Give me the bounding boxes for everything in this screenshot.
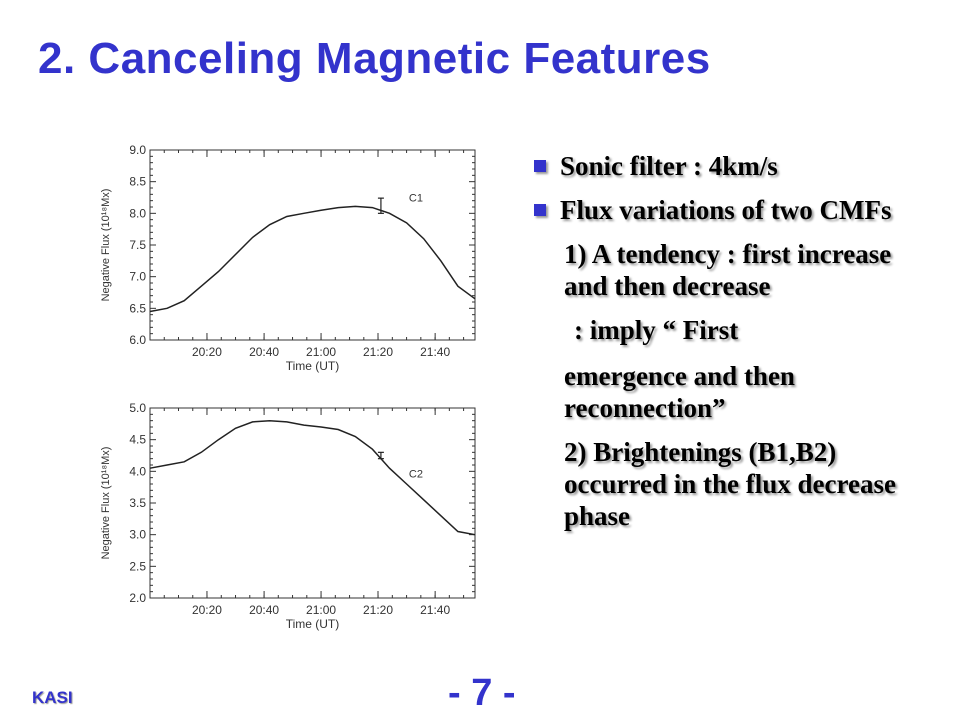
paragraph: 1) A tendency : first increase and then … <box>564 239 892 301</box>
y-tick-label: 4.5 <box>129 433 146 447</box>
curve-label: C1 <box>409 193 423 205</box>
y-axis-label: Negative Flux (10¹⁸Mx) <box>100 447 112 560</box>
paragraph: 2) Brightenings (B1,B2) occurred in the … <box>564 437 896 531</box>
y-tick-label: 4.0 <box>129 464 146 478</box>
bullet-text: Sonic filter : 4km/s <box>560 151 778 181</box>
bullet-item: Flux variations of two CMFs <box>530 194 940 226</box>
flux-chart-c2-svg: 2.0 2.5 3.0 3.5 4.0 4.5 5.0 20:20 20:40 21:00 21:2… <box>100 401 476 631</box>
x-axis-label: Time (UT) <box>286 359 340 373</box>
bullet-square-icon <box>534 204 546 216</box>
y-tick-label: 7.5 <box>129 238 146 252</box>
y-tick-label: 6.0 <box>129 333 146 347</box>
y-tick-label: 2.0 <box>129 591 146 605</box>
flux-chart-c1-svg: 6.0 6.5 7.0 7.5 8.0 8.5 9.0 20:20 20:40 21:00 21:2… <box>100 143 476 373</box>
x-tick-label: 21:00 <box>306 603 336 617</box>
flux-chart-c2: 2.0 2.5 3.0 3.5 4.0 4.5 5.0 20:20 20:40 21:00 21:2… <box>95 400 485 645</box>
x-tick-label: 20:40 <box>249 603 279 617</box>
x-tick-label: 20:20 <box>192 603 222 617</box>
flux-series-line <box>149 205 476 313</box>
y-tick-label: 9.0 <box>129 143 146 157</box>
x-tick-label: 21:20 <box>363 603 393 617</box>
paragraph: : imply “ First <box>574 315 739 345</box>
y-tick-label: 8.0 <box>129 206 146 220</box>
plot-frame <box>149 149 476 341</box>
x-tick-label: 20:20 <box>192 345 222 359</box>
flux-series-line <box>149 419 476 536</box>
y-tick-label: 8.5 <box>129 175 146 189</box>
footer-logo-text: KASI <box>32 688 73 707</box>
bullet-square-icon <box>534 160 546 172</box>
x-tick-label: 21:40 <box>420 603 450 617</box>
y-tick-label: 7.0 <box>129 270 146 284</box>
curve-label: C2 <box>409 469 423 481</box>
page-number: - 7 - <box>448 672 516 714</box>
bullet-text: Flux variations of two CMFs <box>560 195 892 225</box>
x-tick-label: 21:20 <box>363 345 393 359</box>
bullet-item: Sonic filter : 4km/s <box>530 150 940 182</box>
paragraph: emergence and then reconnection” <box>564 361 795 423</box>
x-tick-label: 21:40 <box>420 345 450 359</box>
y-tick-label: 3.0 <box>129 528 146 542</box>
y-tick-label: 2.5 <box>129 559 146 573</box>
x-tick-label: 20:40 <box>249 345 279 359</box>
x-tick-label: 21:00 <box>306 345 336 359</box>
slide-title: 2. Canceling Magnetic Features <box>38 34 711 83</box>
bullet-list: Sonic filter : 4km/s Flux variations of … <box>530 150 940 544</box>
y-tick-label: 3.5 <box>129 496 146 510</box>
y-tick-label: 5.0 <box>129 401 146 415</box>
x-axis-label: Time (UT) <box>286 617 340 631</box>
y-axis-label: Negative Flux (10¹⁸Mx) <box>100 189 112 302</box>
flux-chart-c1: 6.0 6.5 7.0 7.5 8.0 8.5 9.0 20:20 20:40 21:00 21:2… <box>95 142 485 387</box>
y-tick-label: 6.5 <box>129 301 146 315</box>
